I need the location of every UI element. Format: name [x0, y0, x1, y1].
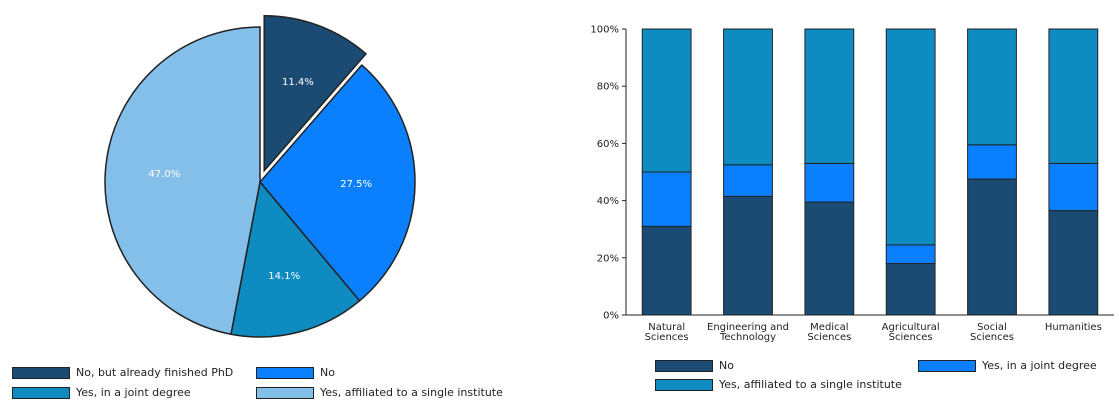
bar-segment [968, 145, 1017, 179]
pie-legend-item: Yes, in a joint degree [12, 386, 191, 399]
pie-legend-item: No [256, 366, 335, 379]
legend-label: Yes, in a joint degree [76, 386, 191, 399]
bar-segment [724, 29, 773, 165]
bar-segment [642, 172, 691, 226]
pie-value-label: 11.4% [282, 77, 314, 88]
bar-segment [886, 264, 935, 315]
bar-segment [1049, 163, 1098, 210]
pie-slice [105, 27, 260, 334]
pie-value-label: 14.1% [268, 271, 300, 282]
legend-label: Yes, affiliated to a single institute [320, 386, 503, 399]
pie-legend-item: No, but already finished PhD [12, 366, 233, 379]
x-tick-label: Humanities [1045, 322, 1102, 333]
bar-segment [886, 29, 935, 245]
bar-segment [805, 163, 854, 202]
legend-label: No [320, 366, 335, 379]
bar-segment [1049, 29, 1098, 163]
legend-swatch [256, 387, 314, 399]
legend-swatch [12, 387, 70, 399]
stacked-bar-chart: 0%20%40%60%80%100%NaturalSciencesEnginee… [590, 25, 1114, 344]
bar-segment [724, 196, 773, 315]
pie-legend-item: Yes, affiliated to a single institute [256, 386, 503, 399]
bar-segment [805, 29, 854, 163]
y-tick-label: 100% [590, 25, 619, 36]
y-tick-label: 60% [597, 139, 619, 150]
legend-label: Yes, in a joint degree [982, 359, 1097, 372]
x-tick-label: Sciences [645, 332, 689, 343]
pie-value-label: 27.5% [340, 179, 372, 190]
legend-swatch [12, 367, 70, 379]
bar-segment [642, 226, 691, 315]
legend-swatch [918, 360, 976, 372]
y-tick-label: 0% [603, 311, 619, 322]
bar-legend-item: Yes, in a joint degree [918, 359, 1097, 372]
x-tick-label: Technology [719, 332, 776, 343]
x-tick-label: Sciences [970, 332, 1014, 343]
bar-segment [1049, 211, 1098, 315]
bar-legend-item: Yes, affiliated to a single institute [655, 378, 902, 391]
bar-segment [642, 29, 691, 172]
bar-segment [805, 202, 854, 315]
legend-swatch [655, 379, 713, 391]
bar-legend-item: No [655, 359, 734, 372]
y-tick-label: 40% [597, 196, 619, 207]
bar-segment [886, 245, 935, 264]
pie-value-label: 47.0% [148, 169, 180, 180]
bar-segment [968, 29, 1017, 145]
legend-label: No [719, 359, 734, 372]
x-tick-label: Sciences [889, 332, 933, 343]
x-tick-label: Sciences [807, 332, 851, 343]
legend-swatch [655, 360, 713, 372]
legend-label: No, but already finished PhD [76, 366, 233, 379]
legend-swatch [256, 367, 314, 379]
bar-segment [724, 165, 773, 196]
pie-chart: 11.4% 27.5% 14.1% 47.0% [105, 16, 415, 337]
y-tick-label: 20% [597, 253, 619, 264]
legend-label: Yes, affiliated to a single institute [719, 378, 902, 391]
bar-segment [968, 179, 1017, 315]
y-tick-label: 80% [597, 82, 619, 93]
